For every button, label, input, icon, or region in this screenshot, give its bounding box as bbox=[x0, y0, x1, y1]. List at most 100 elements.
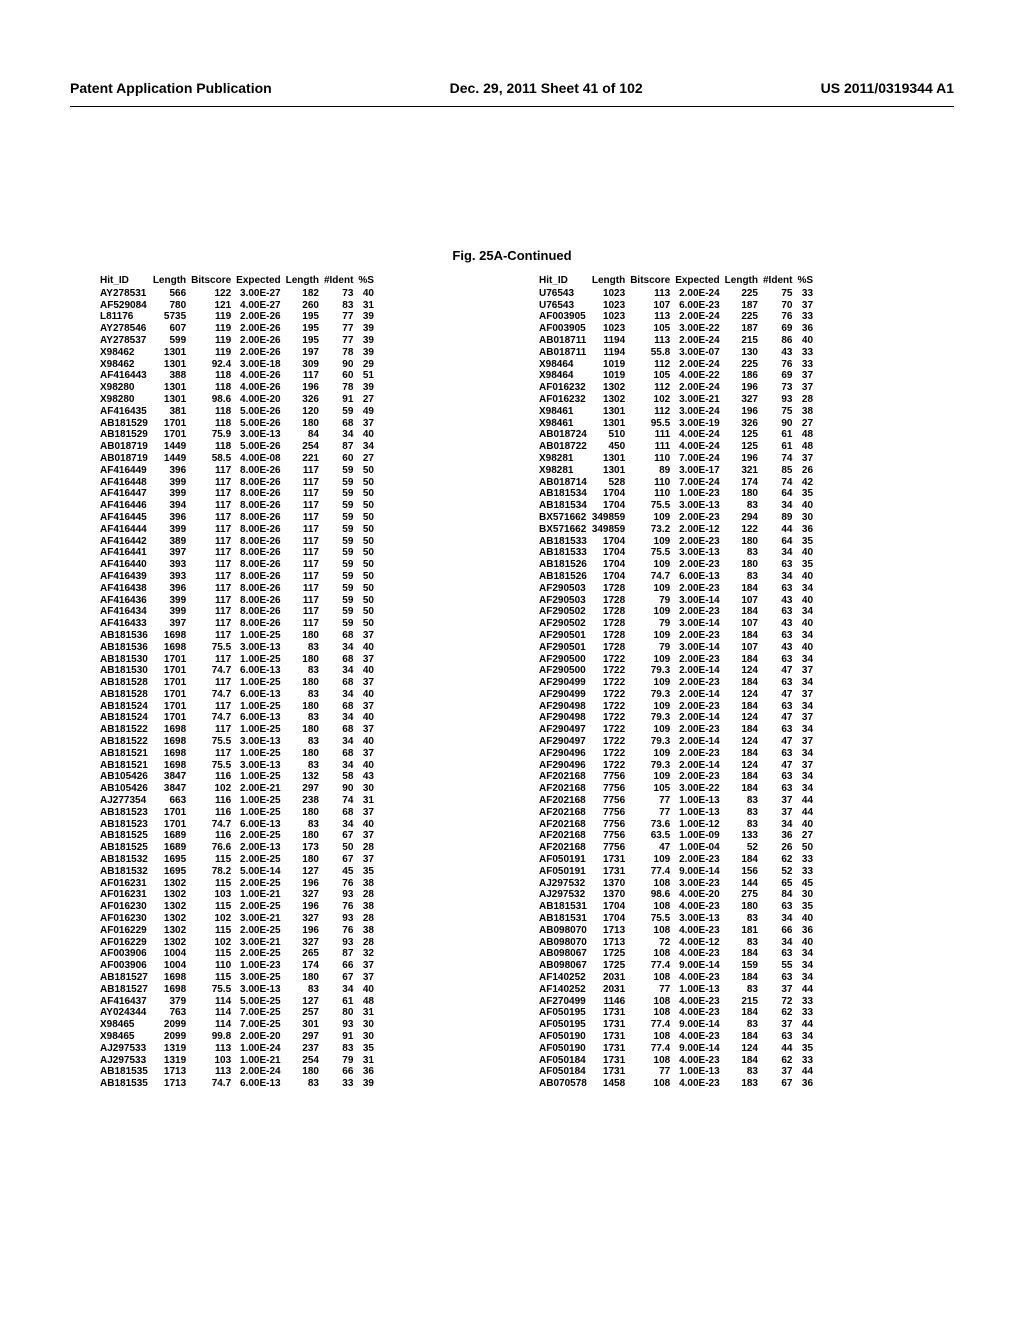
cell: 43 bbox=[763, 618, 797, 630]
cell: 111 bbox=[630, 429, 675, 441]
cell: 77 bbox=[324, 335, 358, 347]
table-row: AF20216877561092.00E-231846334 bbox=[539, 771, 818, 783]
cell: 117 bbox=[286, 547, 324, 559]
table-row: AF4164333971178.00E-261175950 bbox=[100, 618, 379, 630]
cell: 1704 bbox=[592, 559, 630, 571]
cell: AF290503 bbox=[539, 583, 592, 595]
table-row: AF29049617221092.00E-231846334 bbox=[539, 748, 818, 760]
cell: 124 bbox=[725, 1043, 763, 1055]
cell: 4.00E-23 bbox=[675, 948, 724, 960]
cell: 37 bbox=[358, 418, 379, 430]
cell: 33 bbox=[797, 359, 818, 371]
cell: 55.8 bbox=[630, 347, 675, 359]
cell: 7756 bbox=[592, 842, 630, 854]
cell: 103 bbox=[191, 1055, 236, 1067]
table-row: AF4164403931178.00E-261175950 bbox=[100, 559, 379, 571]
cell: AF050191 bbox=[539, 854, 592, 866]
cell: AF416435 bbox=[100, 406, 153, 418]
cell: X98465 bbox=[100, 1019, 153, 1031]
table-row: AF2021687756471.00E-04522650 bbox=[539, 842, 818, 854]
cell: 130 bbox=[725, 347, 763, 359]
table-row: AF0501841731771.00E-13833744 bbox=[539, 1066, 818, 1078]
cell: 349859 bbox=[592, 524, 630, 536]
cell: 4.00E-20 bbox=[675, 889, 724, 901]
table-row: AB181521169875.53.00E-13833440 bbox=[100, 760, 379, 772]
cell: 74 bbox=[324, 795, 358, 807]
col-header: Length bbox=[286, 275, 324, 288]
cell: 34 bbox=[324, 712, 358, 724]
cell: 83 bbox=[725, 807, 763, 819]
cell: 34 bbox=[797, 677, 818, 689]
cell: 4.00E-12 bbox=[675, 937, 724, 949]
cell: 93 bbox=[324, 937, 358, 949]
cell: 1023 bbox=[592, 323, 630, 335]
header-left: Patent Application Publication bbox=[70, 80, 272, 96]
cell: AB181523 bbox=[100, 807, 153, 819]
cell: 8.00E-26 bbox=[236, 583, 285, 595]
table-row: AF050195173177.49.00E-14833744 bbox=[539, 1019, 818, 1031]
table-row: AB18152116981171.00E-251806837 bbox=[100, 748, 379, 760]
table-row: AB18152817011171.00E-251806837 bbox=[100, 677, 379, 689]
cell: 1731 bbox=[592, 1066, 630, 1078]
table-row: AF01623213021122.00E-241967337 bbox=[539, 382, 818, 394]
cell: AF016231 bbox=[100, 878, 153, 890]
cell: 184 bbox=[725, 1055, 763, 1067]
cell: 108 bbox=[630, 878, 675, 890]
cell: 2.00E-23 bbox=[675, 724, 724, 736]
cell: 4.00E-23 bbox=[675, 996, 724, 1008]
table-row: AB0187145281107.00E-241747442 bbox=[539, 477, 818, 489]
cell: 34 bbox=[797, 724, 818, 736]
cell: AB018711 bbox=[539, 335, 592, 347]
table-row: L8117657351192.00E-261957739 bbox=[100, 311, 379, 323]
cell: 3.00E-07 bbox=[675, 347, 724, 359]
cell: 260 bbox=[286, 300, 324, 312]
cell: 180 bbox=[286, 1066, 324, 1078]
cell: 37 bbox=[763, 795, 797, 807]
cell: 180 bbox=[286, 677, 324, 689]
cell: 180 bbox=[725, 536, 763, 548]
cell: 77 bbox=[324, 323, 358, 335]
cell: 40 bbox=[797, 335, 818, 347]
cell: 1301 bbox=[153, 359, 191, 371]
cell: 321 bbox=[725, 465, 763, 477]
cell: 6.00E-13 bbox=[236, 665, 285, 677]
cell: 1004 bbox=[153, 960, 191, 972]
cell: 83 bbox=[324, 300, 358, 312]
table-row: AB18153117041084.00E-231806335 bbox=[539, 901, 818, 913]
cell: 2.00E-25 bbox=[236, 854, 285, 866]
cell: 75.5 bbox=[630, 547, 675, 559]
cell: AB181530 bbox=[100, 665, 153, 677]
cell: 31 bbox=[358, 1055, 379, 1067]
cell: 30 bbox=[358, 1031, 379, 1043]
cell: 2.00E-26 bbox=[236, 347, 285, 359]
cell: 50 bbox=[324, 842, 358, 854]
table-row: AB09806717251084.00E-231846334 bbox=[539, 948, 818, 960]
cell: X98280 bbox=[100, 382, 153, 394]
cell: AF003905 bbox=[539, 323, 592, 335]
cell: AF416434 bbox=[100, 606, 153, 618]
table-row: AF290498172279.32.00E-141244737 bbox=[539, 712, 818, 724]
cell: 2.00E-14 bbox=[675, 712, 724, 724]
cell: 195 bbox=[286, 311, 324, 323]
cell: AY024344 bbox=[100, 1007, 153, 1019]
cell: 215 bbox=[725, 335, 763, 347]
cell: 2.00E-25 bbox=[236, 830, 285, 842]
cell: 2.00E-13 bbox=[236, 842, 285, 854]
cell: 26 bbox=[763, 842, 797, 854]
table-row: AB01871914491185.00E-262548734 bbox=[100, 441, 379, 453]
cell: AF202168 bbox=[539, 795, 592, 807]
cell: 184 bbox=[725, 972, 763, 984]
cell: 83 bbox=[725, 819, 763, 831]
cell: 93 bbox=[324, 913, 358, 925]
cell: 528 bbox=[592, 477, 630, 489]
cell: 75.5 bbox=[191, 760, 236, 772]
cell: AB181526 bbox=[539, 571, 592, 583]
cell: AB098070 bbox=[539, 937, 592, 949]
cell: 32 bbox=[358, 948, 379, 960]
cell: 396 bbox=[153, 465, 191, 477]
cell: 1698 bbox=[153, 724, 191, 736]
cell: 37 bbox=[358, 630, 379, 642]
cell: 30 bbox=[797, 512, 818, 524]
cell: 2.00E-24 bbox=[236, 1066, 285, 1078]
table-row: AB018711119455.83.00E-071304333 bbox=[539, 347, 818, 359]
